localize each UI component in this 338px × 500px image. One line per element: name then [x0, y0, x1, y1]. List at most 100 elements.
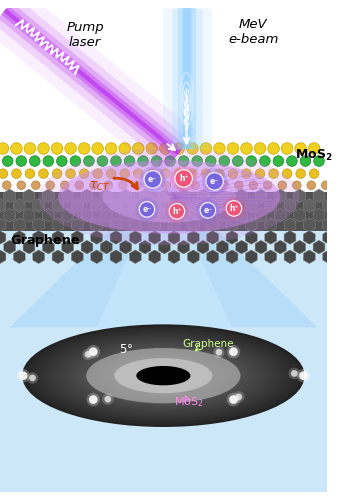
- Polygon shape: [81, 208, 93, 222]
- Circle shape: [213, 346, 225, 358]
- Circle shape: [92, 142, 103, 154]
- Circle shape: [249, 181, 258, 190]
- Circle shape: [173, 142, 185, 154]
- Circle shape: [309, 169, 319, 178]
- Circle shape: [187, 142, 198, 154]
- Circle shape: [273, 156, 284, 166]
- Circle shape: [2, 156, 13, 166]
- Circle shape: [147, 181, 156, 190]
- Polygon shape: [216, 240, 228, 254]
- Ellipse shape: [58, 160, 280, 234]
- Circle shape: [2, 181, 11, 190]
- Polygon shape: [14, 230, 25, 244]
- Text: e⁻: e⁻: [142, 205, 151, 214]
- Polygon shape: [100, 208, 112, 222]
- Circle shape: [246, 156, 257, 166]
- Text: Graphene: Graphene: [182, 339, 234, 349]
- Circle shape: [169, 204, 185, 219]
- Polygon shape: [197, 189, 209, 202]
- Ellipse shape: [105, 355, 221, 397]
- Polygon shape: [149, 218, 161, 232]
- Circle shape: [135, 198, 159, 221]
- Circle shape: [24, 142, 36, 154]
- Polygon shape: [71, 199, 83, 212]
- Polygon shape: [129, 230, 141, 244]
- Polygon shape: [23, 208, 35, 222]
- Circle shape: [287, 156, 297, 166]
- Circle shape: [56, 156, 67, 166]
- Ellipse shape: [114, 358, 213, 394]
- Polygon shape: [149, 250, 161, 264]
- Polygon shape: [294, 240, 306, 254]
- Circle shape: [215, 169, 224, 178]
- Polygon shape: [304, 230, 315, 244]
- Bar: [0, 172, 327, 492]
- Polygon shape: [71, 218, 83, 232]
- Circle shape: [200, 142, 212, 154]
- Circle shape: [16, 156, 27, 166]
- Polygon shape: [0, 250, 6, 264]
- Circle shape: [269, 169, 279, 178]
- Polygon shape: [0, 218, 6, 232]
- Circle shape: [151, 156, 162, 166]
- Polygon shape: [168, 250, 180, 264]
- Circle shape: [82, 348, 94, 360]
- Polygon shape: [284, 199, 296, 212]
- Text: h⁺: h⁺: [179, 174, 188, 183]
- Polygon shape: [207, 199, 219, 212]
- Ellipse shape: [23, 326, 304, 426]
- Circle shape: [220, 181, 228, 190]
- Polygon shape: [159, 189, 170, 202]
- Circle shape: [75, 181, 83, 190]
- Polygon shape: [245, 250, 257, 264]
- Circle shape: [29, 374, 36, 382]
- Circle shape: [268, 142, 280, 154]
- Ellipse shape: [136, 366, 190, 386]
- Circle shape: [235, 181, 243, 190]
- Polygon shape: [226, 199, 238, 212]
- Circle shape: [105, 142, 117, 154]
- Circle shape: [139, 202, 155, 217]
- Polygon shape: [100, 189, 112, 202]
- Circle shape: [233, 391, 244, 402]
- Circle shape: [255, 169, 265, 178]
- Polygon shape: [52, 199, 64, 212]
- Circle shape: [27, 372, 38, 384]
- Ellipse shape: [94, 350, 233, 401]
- Ellipse shape: [98, 352, 229, 399]
- Circle shape: [160, 142, 171, 154]
- Circle shape: [314, 156, 324, 166]
- Polygon shape: [207, 230, 219, 244]
- Circle shape: [87, 345, 100, 358]
- Polygon shape: [23, 189, 35, 202]
- Polygon shape: [236, 240, 247, 254]
- Bar: [0, 8, 327, 192]
- Polygon shape: [149, 199, 161, 212]
- Circle shape: [104, 181, 113, 190]
- Polygon shape: [274, 189, 286, 202]
- Circle shape: [38, 142, 49, 154]
- Polygon shape: [14, 218, 25, 232]
- Circle shape: [226, 200, 242, 216]
- Ellipse shape: [102, 171, 236, 222]
- Polygon shape: [91, 250, 102, 264]
- Circle shape: [120, 169, 129, 178]
- Polygon shape: [323, 230, 335, 244]
- Polygon shape: [62, 189, 74, 202]
- Circle shape: [222, 197, 245, 220]
- Polygon shape: [0, 230, 6, 244]
- Polygon shape: [43, 208, 54, 222]
- Circle shape: [263, 181, 272, 190]
- Circle shape: [162, 181, 171, 190]
- Circle shape: [79, 169, 89, 178]
- Circle shape: [0, 142, 9, 154]
- Circle shape: [29, 156, 40, 166]
- Circle shape: [97, 156, 108, 166]
- Polygon shape: [23, 240, 35, 254]
- Polygon shape: [43, 189, 54, 202]
- Polygon shape: [313, 240, 325, 254]
- Polygon shape: [178, 208, 190, 222]
- Polygon shape: [245, 218, 257, 232]
- Text: MeV
e-beam: MeV e-beam: [228, 18, 279, 46]
- Circle shape: [296, 169, 306, 178]
